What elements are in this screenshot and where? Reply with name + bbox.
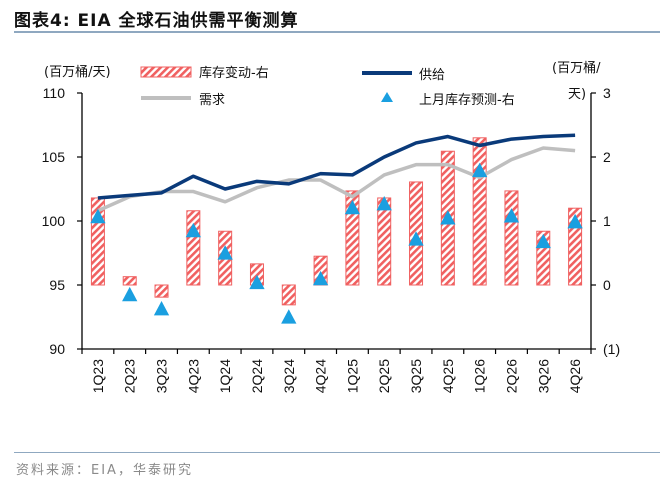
legend-label-demand: 需求 — [199, 93, 225, 108]
x-tick-label: 2Q25 — [376, 359, 392, 393]
legend-label-supply: 供给 — [419, 68, 445, 83]
source-divider — [14, 452, 660, 453]
x-tick-label: 4Q25 — [440, 359, 456, 393]
stock-change-bar — [504, 190, 519, 286]
legend-swatch-forecast-triangle — [381, 92, 393, 102]
forecast-triangle-marker — [535, 233, 551, 249]
forecast-triangle-marker — [153, 300, 170, 316]
x-tick-label: 2Q24 — [249, 359, 265, 393]
legend-swatch-stock-change — [140, 66, 192, 78]
x-tick-label: 2Q26 — [503, 359, 519, 393]
stock-change-bar — [122, 276, 137, 286]
title-divider — [14, 31, 660, 33]
forecast-triangle-marker — [472, 162, 488, 178]
right-y-tick-label: 1 — [603, 213, 611, 229]
right-y-tick-label: (1) — [603, 341, 620, 357]
x-tick-label: 3Q26 — [535, 359, 551, 393]
left-axis-unit: (百万桶/天) — [44, 65, 111, 80]
forecast-triangle-marker — [440, 210, 456, 225]
x-tick-label: 1Q23 — [90, 359, 106, 393]
forecast-triangle-marker — [281, 309, 297, 324]
left-y-tick-label: 110 — [43, 85, 66, 101]
right-y-tick-label: 0 — [603, 277, 611, 293]
right-y-tick-label: 3 — [603, 85, 611, 101]
x-tick-label: 3Q23 — [154, 359, 170, 393]
forecast-triangle-marker — [90, 208, 106, 224]
x-tick-label: 2Q23 — [122, 359, 138, 393]
x-tick-label: 3Q25 — [408, 359, 424, 393]
stock-change-bar — [281, 284, 296, 306]
forecast-triangle-marker — [122, 286, 138, 302]
left-y-tick-label: 95 — [49, 277, 65, 293]
legend: 库存变动-右 需求 供给 上月库存预测-右 — [140, 65, 515, 108]
x-tick-label: 1Q26 — [472, 359, 488, 393]
forecast-triangle-marker — [503, 208, 520, 223]
x-tick-label: 4Q23 — [185, 359, 201, 393]
right-axis-unit-line1: (百万桶/ — [552, 61, 601, 76]
oil-balance-chart: (百万桶/天) (百万桶/ 天) 库存变动-右 需求 供给 上月库存预测-右 9… — [42, 61, 620, 393]
demand-line — [97, 146, 576, 213]
forecast-triangle-marker — [567, 213, 583, 229]
forecast-triangle-marker — [217, 245, 233, 260]
forecast-triangle-marker — [376, 196, 392, 211]
source-note: 资料来源：EIA，华泰研究 — [16, 463, 193, 478]
stock-change-bar — [377, 197, 392, 286]
x-tick-label: 1Q25 — [344, 359, 360, 393]
x-tick-label: 4Q24 — [313, 359, 329, 393]
forecast-triangle-marker — [408, 231, 424, 246]
x-tick-label: 1Q24 — [217, 359, 233, 393]
forecast-triangle-marker — [185, 222, 201, 238]
forecast-triangle-marker — [344, 199, 361, 215]
legend-label-stock-change: 库存变动-右 — [199, 65, 269, 81]
x-tick-label: 3Q24 — [281, 359, 297, 393]
forecast-triangle-marker — [249, 274, 265, 290]
right-y-tick-label: 2 — [603, 149, 611, 165]
stock-change-bar — [186, 210, 201, 286]
forecast-triangle-marker — [312, 270, 329, 286]
stock-change-bar — [154, 284, 169, 298]
right-axis-unit-line2: 天) — [568, 87, 586, 102]
stock-change-bar — [472, 137, 487, 286]
supply-line — [97, 133, 576, 200]
left-y-tick-label: 90 — [49, 341, 65, 357]
stock-change-bar — [345, 190, 360, 286]
left-y-tick-label: 100 — [42, 213, 66, 229]
figure-title: 图表4: EIA 全球石油供需平衡测算 — [14, 11, 299, 31]
legend-label-forecast: 上月库存预测-右 — [419, 92, 515, 108]
left-y-tick-label: 105 — [42, 149, 66, 165]
x-tick-label: 4Q26 — [567, 359, 583, 393]
